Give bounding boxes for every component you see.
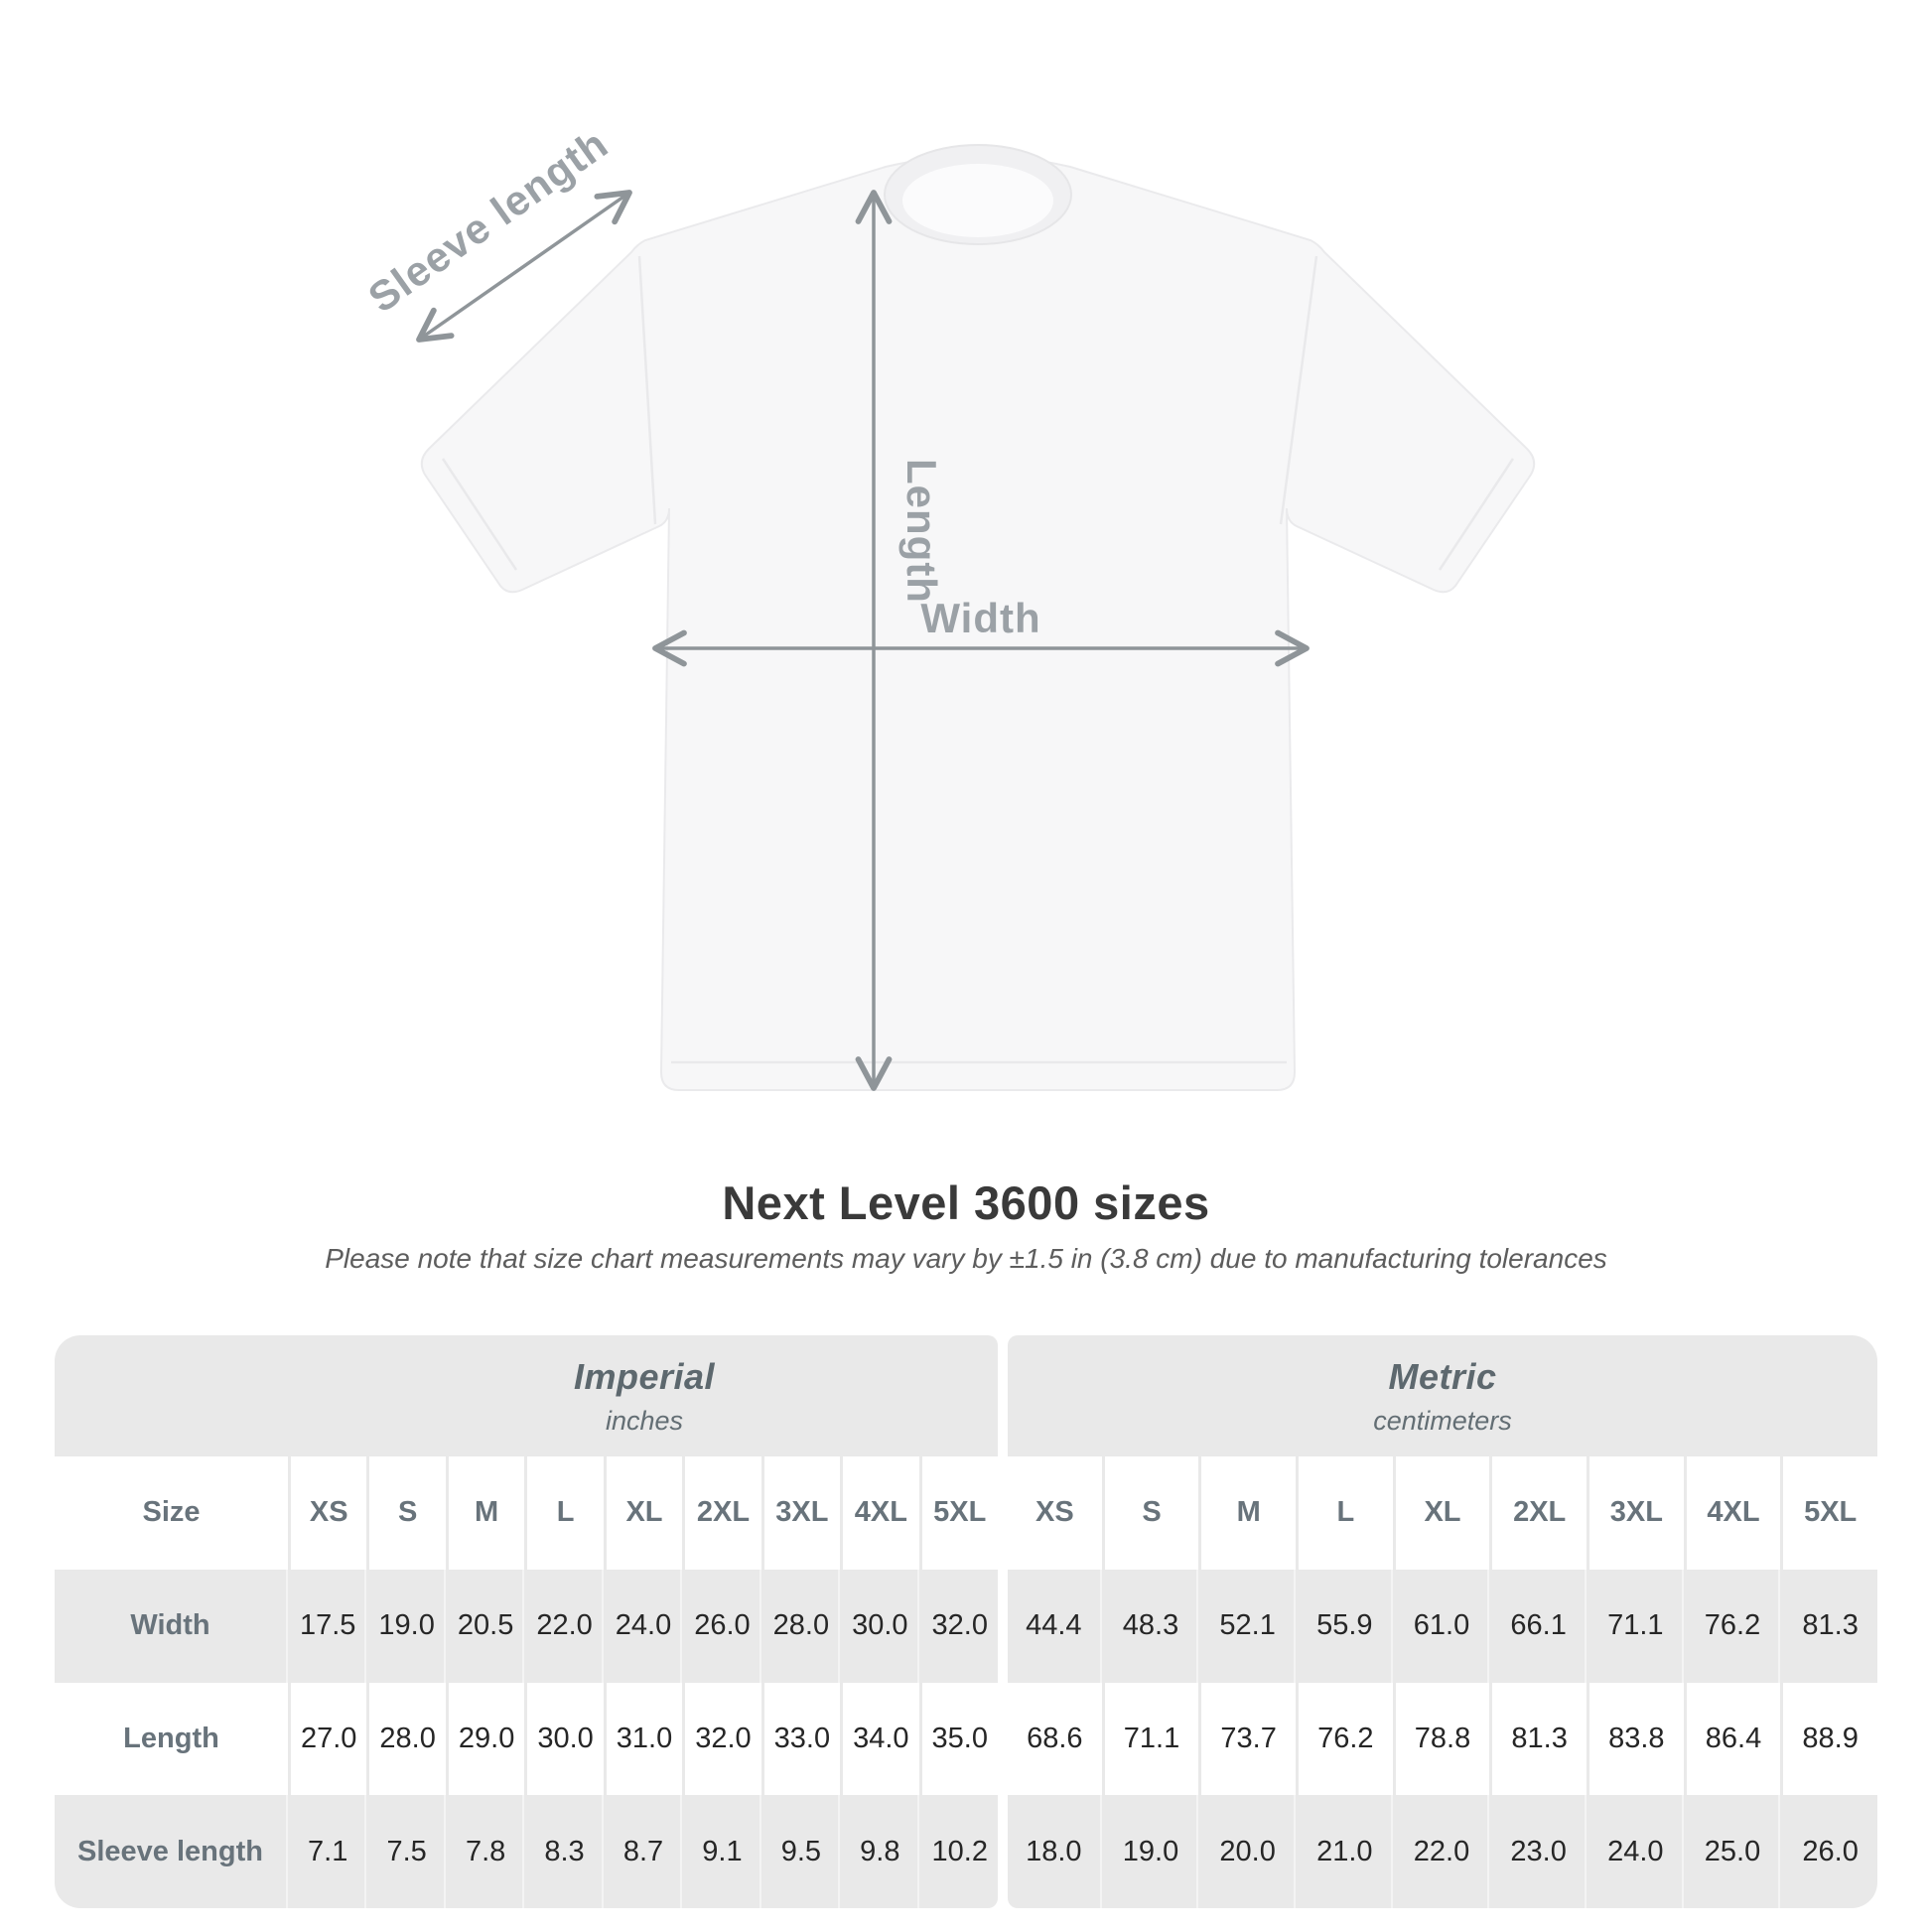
- value-cell: 83.8: [1588, 1682, 1684, 1796]
- tshirt-graphic: [420, 144, 1536, 1091]
- measurement-arrows: [416, 190, 1310, 1091]
- value-cell: 24.0: [1589, 1795, 1684, 1908]
- value-cell: 88.9: [1783, 1682, 1877, 1796]
- size-header-cell: S: [1104, 1456, 1199, 1570]
- value-cell: 19.0: [369, 1569, 446, 1683]
- value-cell: 33.0: [763, 1682, 841, 1796]
- size-header-cell: 4XL: [843, 1456, 919, 1570]
- value-cell: 32.0: [931, 1609, 988, 1642]
- value-cell: 20.0: [1201, 1795, 1296, 1908]
- value-cell: 29.0: [448, 1682, 525, 1796]
- value-cell: 81.3: [1802, 1609, 1859, 1642]
- value-cell: 22.0: [527, 1569, 604, 1683]
- value-cell: 28.0: [369, 1682, 446, 1796]
- value-cell: 9.5: [764, 1795, 841, 1908]
- value-cell: 18.0: [1008, 1795, 1102, 1908]
- imperial-panel: Imperial inches Size XS S M L XL 2XL 3XL…: [55, 1335, 998, 1908]
- value-cell: 76.2: [1298, 1682, 1393, 1796]
- value-cell: 30.0: [527, 1682, 604, 1796]
- value-cell: 7.5: [369, 1795, 446, 1908]
- row-label-width: Width: [55, 1569, 288, 1683]
- unit-title: Imperial: [573, 1355, 716, 1397]
- value-cell: 9.1: [685, 1795, 761, 1908]
- imperial-header: Imperial inches: [291, 1335, 998, 1456]
- value-cell: 10.2: [931, 1835, 988, 1867]
- value-cell: 71.1: [1589, 1569, 1684, 1683]
- value-cell: 66.1: [1492, 1569, 1587, 1683]
- collar-inner: [902, 164, 1053, 237]
- size-header-cell: XS: [291, 1456, 367, 1570]
- size-header-cell: 5XL: [921, 1456, 998, 1570]
- value-cell: 9.8: [843, 1795, 919, 1908]
- tshirt-body: [420, 155, 1536, 1091]
- metric-header: Metric centimeters: [1008, 1335, 1877, 1456]
- size-header-cell: 3XL: [1588, 1456, 1684, 1570]
- value-cell: 81.3: [1492, 1682, 1587, 1796]
- unit-subtitle: inches: [605, 1405, 684, 1436]
- value-cell: 34.0: [843, 1682, 919, 1796]
- size-header-cell: 4XL: [1686, 1456, 1781, 1570]
- size-header-cell: 2XL: [685, 1456, 761, 1570]
- value-cell: 86.4: [1686, 1682, 1781, 1796]
- size-header-cell: 2XL: [1492, 1456, 1587, 1570]
- value-cell: 76.2: [1687, 1569, 1781, 1683]
- value-cell: 24.0: [607, 1569, 683, 1683]
- size-header-cell: XS: [1008, 1456, 1102, 1570]
- size-chart-table: Imperial inches Size XS S M L XL 2XL 3XL…: [55, 1335, 1877, 1908]
- value-cell: 27.0: [291, 1682, 367, 1796]
- size-header-cell: L: [1298, 1456, 1393, 1570]
- value-cell: 22.0: [1396, 1795, 1490, 1908]
- metric-panel: Metric centimeters XS S M L XL 2XL 3XL 4…: [1008, 1335, 1877, 1908]
- value-cell: 30.0: [843, 1569, 919, 1683]
- page-title: Next Level 3600 sizes: [722, 1176, 1210, 1229]
- value-cell: 25.0: [1687, 1795, 1781, 1908]
- value-cell: 35.0: [921, 1682, 998, 1796]
- value-cell: 20.5: [449, 1569, 525, 1683]
- tshirt-measurement-diagram: Sleeve length Length Width: [359, 120, 1536, 1091]
- value-cell: 78.8: [1395, 1682, 1490, 1796]
- value-cell: 7.1: [291, 1795, 367, 1908]
- value-cell: 8.3: [527, 1795, 604, 1908]
- length-label: Length: [898, 459, 945, 604]
- value-cell: 17.5: [291, 1569, 367, 1683]
- value-cell: 21.0: [1299, 1795, 1393, 1908]
- unit-title: Metric: [1388, 1355, 1497, 1397]
- value-cell: 73.7: [1201, 1682, 1296, 1796]
- value-cell: 8.7: [607, 1795, 683, 1908]
- value-cell: 71.1: [1104, 1682, 1199, 1796]
- width-label: Width: [920, 595, 1040, 641]
- value-cell: 26.0: [1802, 1835, 1859, 1867]
- row-label-sleeve-length: Sleeve length: [55, 1795, 288, 1908]
- row-label-length: Length: [55, 1682, 288, 1796]
- size-header-cell: XL: [606, 1456, 683, 1570]
- value-cell: 52.1: [1201, 1569, 1296, 1683]
- size-header-cell: 5XL: [1783, 1456, 1877, 1570]
- value-cell: 19.0: [1105, 1795, 1199, 1908]
- size-header-cell: 3XL: [763, 1456, 841, 1570]
- size-row-label: Size: [55, 1456, 288, 1570]
- value-cell: 68.6: [1008, 1682, 1102, 1796]
- value-cell: 55.9: [1299, 1569, 1393, 1683]
- size-header-cell: S: [369, 1456, 446, 1570]
- value-cell: 26.0: [685, 1569, 761, 1683]
- unit-subtitle: centimeters: [1373, 1405, 1512, 1436]
- size-header-cell: L: [527, 1456, 604, 1570]
- size-header-cell: M: [1201, 1456, 1296, 1570]
- value-cell: 61.0: [1396, 1569, 1490, 1683]
- sleeve-length-arrow: [416, 190, 632, 343]
- size-header-cell: XL: [1395, 1456, 1490, 1570]
- value-cell: 44.4: [1008, 1569, 1102, 1683]
- value-cell: 28.0: [764, 1569, 841, 1683]
- value-cell: 31.0: [606, 1682, 683, 1796]
- value-cell: 7.8: [449, 1795, 525, 1908]
- value-cell: 23.0: [1492, 1795, 1587, 1908]
- value-cell: 48.3: [1105, 1569, 1199, 1683]
- value-cell: 32.0: [685, 1682, 761, 1796]
- tshirt-seams: [441, 255, 1515, 1064]
- tolerance-note: Please note that size chart measurements…: [325, 1243, 1607, 1274]
- size-header-cell: M: [448, 1456, 525, 1570]
